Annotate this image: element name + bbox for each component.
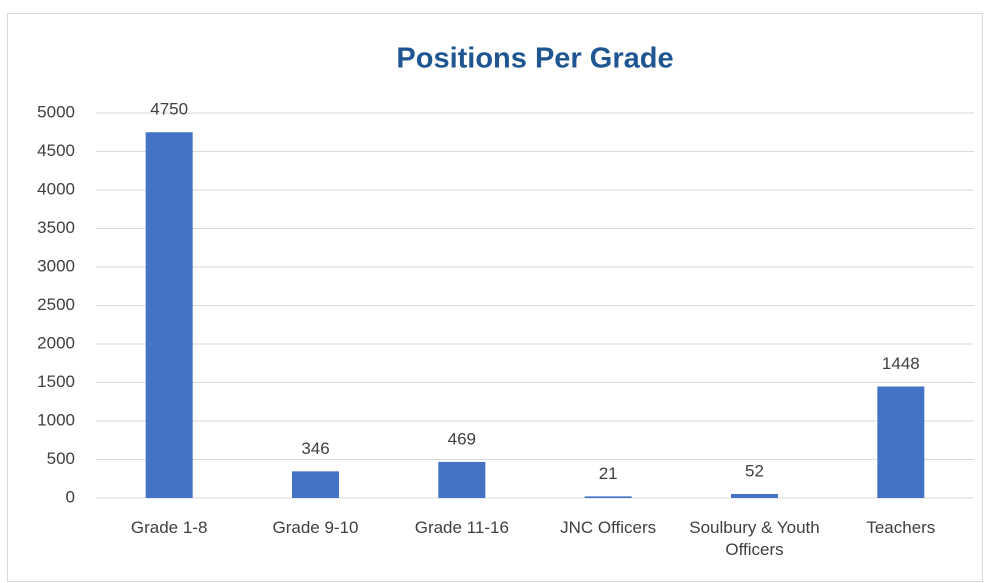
data-label: 52 bbox=[745, 461, 764, 480]
x-tick-label: Teachers bbox=[866, 518, 936, 537]
data-label: 1448 bbox=[882, 354, 920, 373]
y-tick-label: 5000 bbox=[37, 102, 75, 121]
y-tick-label: 3000 bbox=[37, 256, 75, 275]
data-label: 469 bbox=[448, 429, 476, 448]
y-tick-label: 0 bbox=[66, 487, 75, 506]
x-tick-label: Soulbury & Youth Officers bbox=[689, 518, 820, 559]
data-label: 21 bbox=[599, 464, 618, 483]
y-tick-label: 500 bbox=[47, 449, 75, 468]
y-tick-label: 2000 bbox=[37, 333, 75, 352]
y-tick-label: 4000 bbox=[37, 179, 75, 198]
y-tick-label: 2500 bbox=[37, 295, 75, 314]
x-tick-label: Grade 11-16 bbox=[414, 518, 509, 537]
y-tick-label: 1000 bbox=[37, 410, 75, 429]
y-tick-label: 1500 bbox=[37, 372, 75, 391]
y-tick-label: 4500 bbox=[37, 141, 75, 160]
data-label: 346 bbox=[301, 439, 329, 458]
bar bbox=[877, 386, 925, 498]
x-tick-label: Grade 1-8 bbox=[130, 518, 208, 537]
bar bbox=[145, 132, 193, 498]
data-label: 4750 bbox=[150, 100, 188, 119]
bar bbox=[438, 461, 486, 498]
bar bbox=[584, 496, 632, 498]
bar bbox=[292, 471, 339, 498]
x-tick-label: Grade 9-10 bbox=[272, 518, 359, 537]
y-tick-label: 3500 bbox=[37, 218, 75, 237]
x-tick-label: JNC Officers bbox=[560, 518, 657, 537]
chart-title: Positions Per Grade bbox=[396, 43, 673, 75]
bar bbox=[731, 493, 778, 498]
